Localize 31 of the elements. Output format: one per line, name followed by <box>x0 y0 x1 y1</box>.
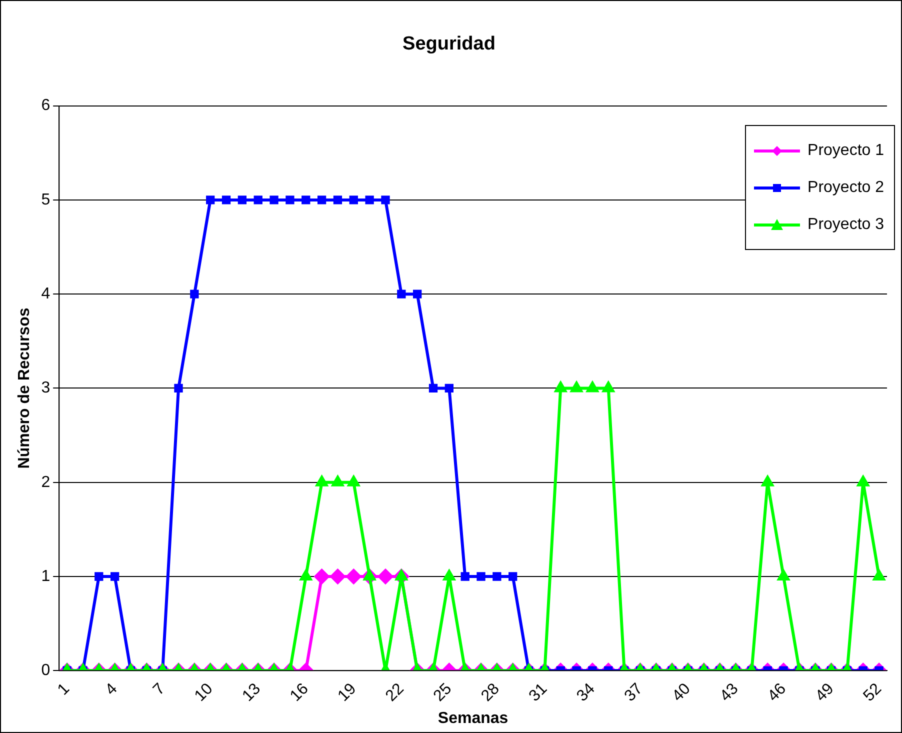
y-tick-label: 2 <box>41 474 50 491</box>
legend-label: Proyecto 1 <box>808 142 884 160</box>
x-tick-label: 31 <box>526 680 551 705</box>
x-axis-title: Semanas <box>438 710 508 727</box>
x-tick-label: 19 <box>334 680 360 705</box>
x-tick-label: 37 <box>622 680 646 705</box>
y-tick-label: 4 <box>41 285 50 302</box>
y-tick-label: 3 <box>41 380 50 397</box>
x-tick-label: 49 <box>812 680 838 705</box>
y-tick-label: 1 <box>41 568 50 585</box>
x-tick-label: 28 <box>478 680 503 705</box>
x-tick-label: 4 <box>102 680 121 699</box>
x-tick-label: 43 <box>717 680 742 705</box>
x-tick-label: 52 <box>860 680 886 705</box>
x-tick-label: 16 <box>287 680 312 705</box>
x-tick-label: 40 <box>669 680 694 705</box>
x-tick-label: 7 <box>150 680 169 699</box>
x-tick-label: 22 <box>382 680 408 705</box>
x-tick-label: 46 <box>764 680 790 705</box>
y-axis-title: Número de Recursos <box>16 308 34 469</box>
x-tick-label: 34 <box>574 680 598 705</box>
y-tick-label: 5 <box>41 191 50 208</box>
legend-label: Proyecto 3 <box>808 216 884 234</box>
x-tick-label: 13 <box>239 680 264 705</box>
x-tick-label: 10 <box>192 680 216 705</box>
x-tick-label: 25 <box>430 680 456 705</box>
x-tick-label: 1 <box>54 680 74 699</box>
y-tick-label: 6 <box>41 97 50 114</box>
y-tick-label: 0 <box>41 662 50 680</box>
chart-title: Seguridad <box>402 34 496 55</box>
legend-label: Proyecto 2 <box>808 178 884 196</box>
